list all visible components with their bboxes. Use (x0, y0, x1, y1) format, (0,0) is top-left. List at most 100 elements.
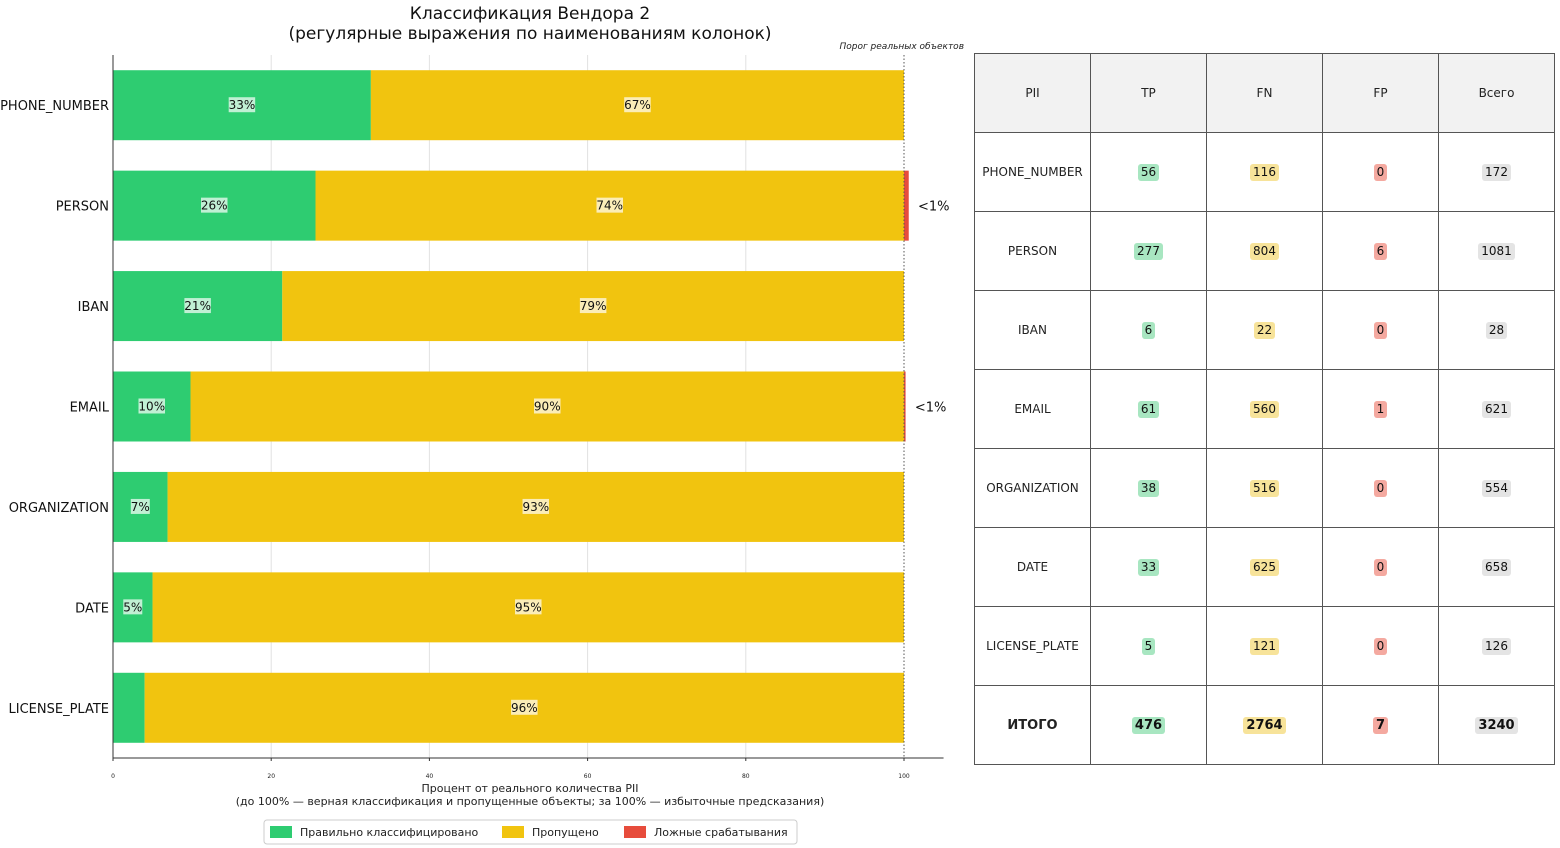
bar-label: 21% (184, 298, 211, 314)
cell-fn: 516 (1250, 479, 1279, 497)
fp-label: <1% (918, 200, 950, 215)
bar-label-bg (228, 97, 256, 113)
bar-label-bg (579, 298, 607, 314)
cell-fn-wrap: 22 (1206, 290, 1323, 370)
legend-label: Ложные срабатывания (654, 826, 788, 839)
bar-label: 26% (200, 197, 228, 213)
category-label: EMAIL (70, 401, 110, 416)
cell-tp-wrap: 6 (1090, 290, 1207, 370)
bar-segment (904, 170, 909, 241)
x-axis: 0 20 40 60 80 100 Порог реальных объектов (111, 42, 964, 780)
bar-label-bg (130, 498, 150, 514)
bar-label-bg (596, 197, 623, 213)
bar-label-bg (200, 197, 228, 213)
cell-tp-wrap: 61 (1090, 369, 1207, 449)
table-row: PERSON 277 804 6 1081 (974, 211, 1555, 291)
cell-fn: 116 (1250, 163, 1279, 181)
table-row: DATE 33 625 0 658 (974, 527, 1555, 607)
cell-fn-wrap: 516 (1206, 448, 1323, 528)
cell-fp-wrap: 1 (1322, 369, 1439, 449)
cell-total: 621 (1482, 400, 1511, 418)
cell-fp-wrap: 0 (1322, 290, 1439, 370)
bar-label-text: 79% (580, 299, 607, 313)
bar-label: 10% (138, 398, 166, 414)
table-header-row: PII TP FN FP Всего (974, 53, 1555, 133)
table-row: PHONE_NUMBER 56 116 0 172 (974, 132, 1555, 212)
threshold-label: Порог реальных объектов (839, 42, 964, 52)
cell-tp-wrap: 476 (1090, 685, 1207, 765)
legend: Правильно классифицировано Пропущено Ложны… (263, 819, 798, 845)
bar-segment (113, 672, 145, 743)
bar-label: 96% (511, 699, 538, 715)
bar-label-bg (511, 699, 538, 715)
cell-pii: IBAN (974, 290, 1091, 370)
cell-total: 28 (1485, 321, 1508, 339)
bar-label: 95% (515, 599, 542, 615)
x-axis-label: Процент от реального количества PII (421, 782, 638, 795)
cell-total-wrap: 1081 (1438, 211, 1555, 291)
x-axis-sublabel: (до 100% — верная классификация и пропущ… (236, 795, 825, 808)
cell-fp: 0 (1373, 163, 1388, 181)
category-label: IBAN (78, 300, 109, 315)
cell-tp: 56 (1137, 163, 1160, 181)
bars (113, 70, 909, 743)
cell-tp-wrap: 33 (1090, 527, 1207, 607)
bar-label-text: 33% (229, 98, 256, 112)
cell-fp-wrap: 7 (1322, 685, 1439, 765)
cell-total-label: ИТОГО (974, 685, 1091, 765)
x-tick-label: 20 (267, 773, 275, 780)
legend-item: Ложные срабатывания (624, 826, 788, 839)
cell-total-wrap: 658 (1438, 527, 1555, 607)
cell-total-wrap: 126 (1438, 606, 1555, 686)
bar-labels: PHONE_NUMBER 33% 67% PERSON 26% 74% <1% IBAN 21%… (0, 97, 950, 717)
bar-label-text: 67% (624, 98, 651, 112)
legend-swatch (270, 826, 292, 838)
cell-total: 126 (1482, 637, 1511, 655)
header-fn: FN (1206, 53, 1323, 133)
bar-label-bg (515, 599, 542, 615)
header-total: Всего (1438, 53, 1555, 133)
category-label: ORGANIZATION (9, 501, 109, 516)
category-label: LICENSE_PLATE (9, 702, 109, 717)
cell-fn: 560 (1250, 400, 1279, 418)
cell-fp-total: 7 (1372, 716, 1389, 734)
category-label: PERSON (56, 200, 109, 215)
cell-fn: 804 (1250, 242, 1279, 260)
bar-label: 74% (596, 197, 623, 213)
legend-item: Пропущено (502, 826, 599, 839)
bar-label-bg (138, 398, 166, 414)
cell-fp-wrap: 0 (1322, 448, 1439, 528)
chart-title: Классификация Вендора 2 (410, 4, 650, 24)
bar-label: 90% (534, 398, 561, 414)
stats-table: PII TP FN FP Всего PHONE_NUMBER 56 116 0… (974, 53, 1555, 765)
x-tick-label: 60 (584, 773, 592, 780)
header-tp: TP (1090, 53, 1207, 133)
legend-label: Правильно классифицировано (300, 826, 479, 839)
bar-label-text: 95% (515, 600, 542, 614)
bar-label: 67% (624, 97, 651, 113)
cell-fp: 6 (1373, 242, 1388, 260)
x-tick-label: 40 (426, 773, 434, 780)
bar-label-bg (123, 599, 143, 615)
bar-label: 33% (228, 97, 256, 113)
cell-fp: 0 (1373, 321, 1388, 339)
cell-tp: 277 (1134, 242, 1163, 260)
cell-fn: 625 (1250, 558, 1279, 576)
bar-label-text: 90% (534, 400, 561, 414)
cell-fn: 121 (1250, 637, 1279, 655)
cell-fp: 0 (1373, 637, 1388, 655)
bar-label-bg (184, 298, 211, 314)
cell-pii: EMAIL (974, 369, 1091, 449)
header-pii: PII (974, 53, 1091, 133)
cell-pii: PERSON (974, 211, 1091, 291)
cell-fn-wrap: 2764 (1206, 685, 1323, 765)
cell-tp: 61 (1137, 400, 1160, 418)
bar-segment (904, 371, 906, 442)
bar-label-text: 5% (123, 600, 142, 614)
legend-swatch (502, 826, 524, 838)
cell-total: 554 (1482, 479, 1511, 497)
legend-label: Пропущено (532, 826, 599, 839)
cell-total: 658 (1482, 558, 1511, 576)
cell-total-wrap: 172 (1438, 132, 1555, 212)
cell-tp-wrap: 277 (1090, 211, 1207, 291)
